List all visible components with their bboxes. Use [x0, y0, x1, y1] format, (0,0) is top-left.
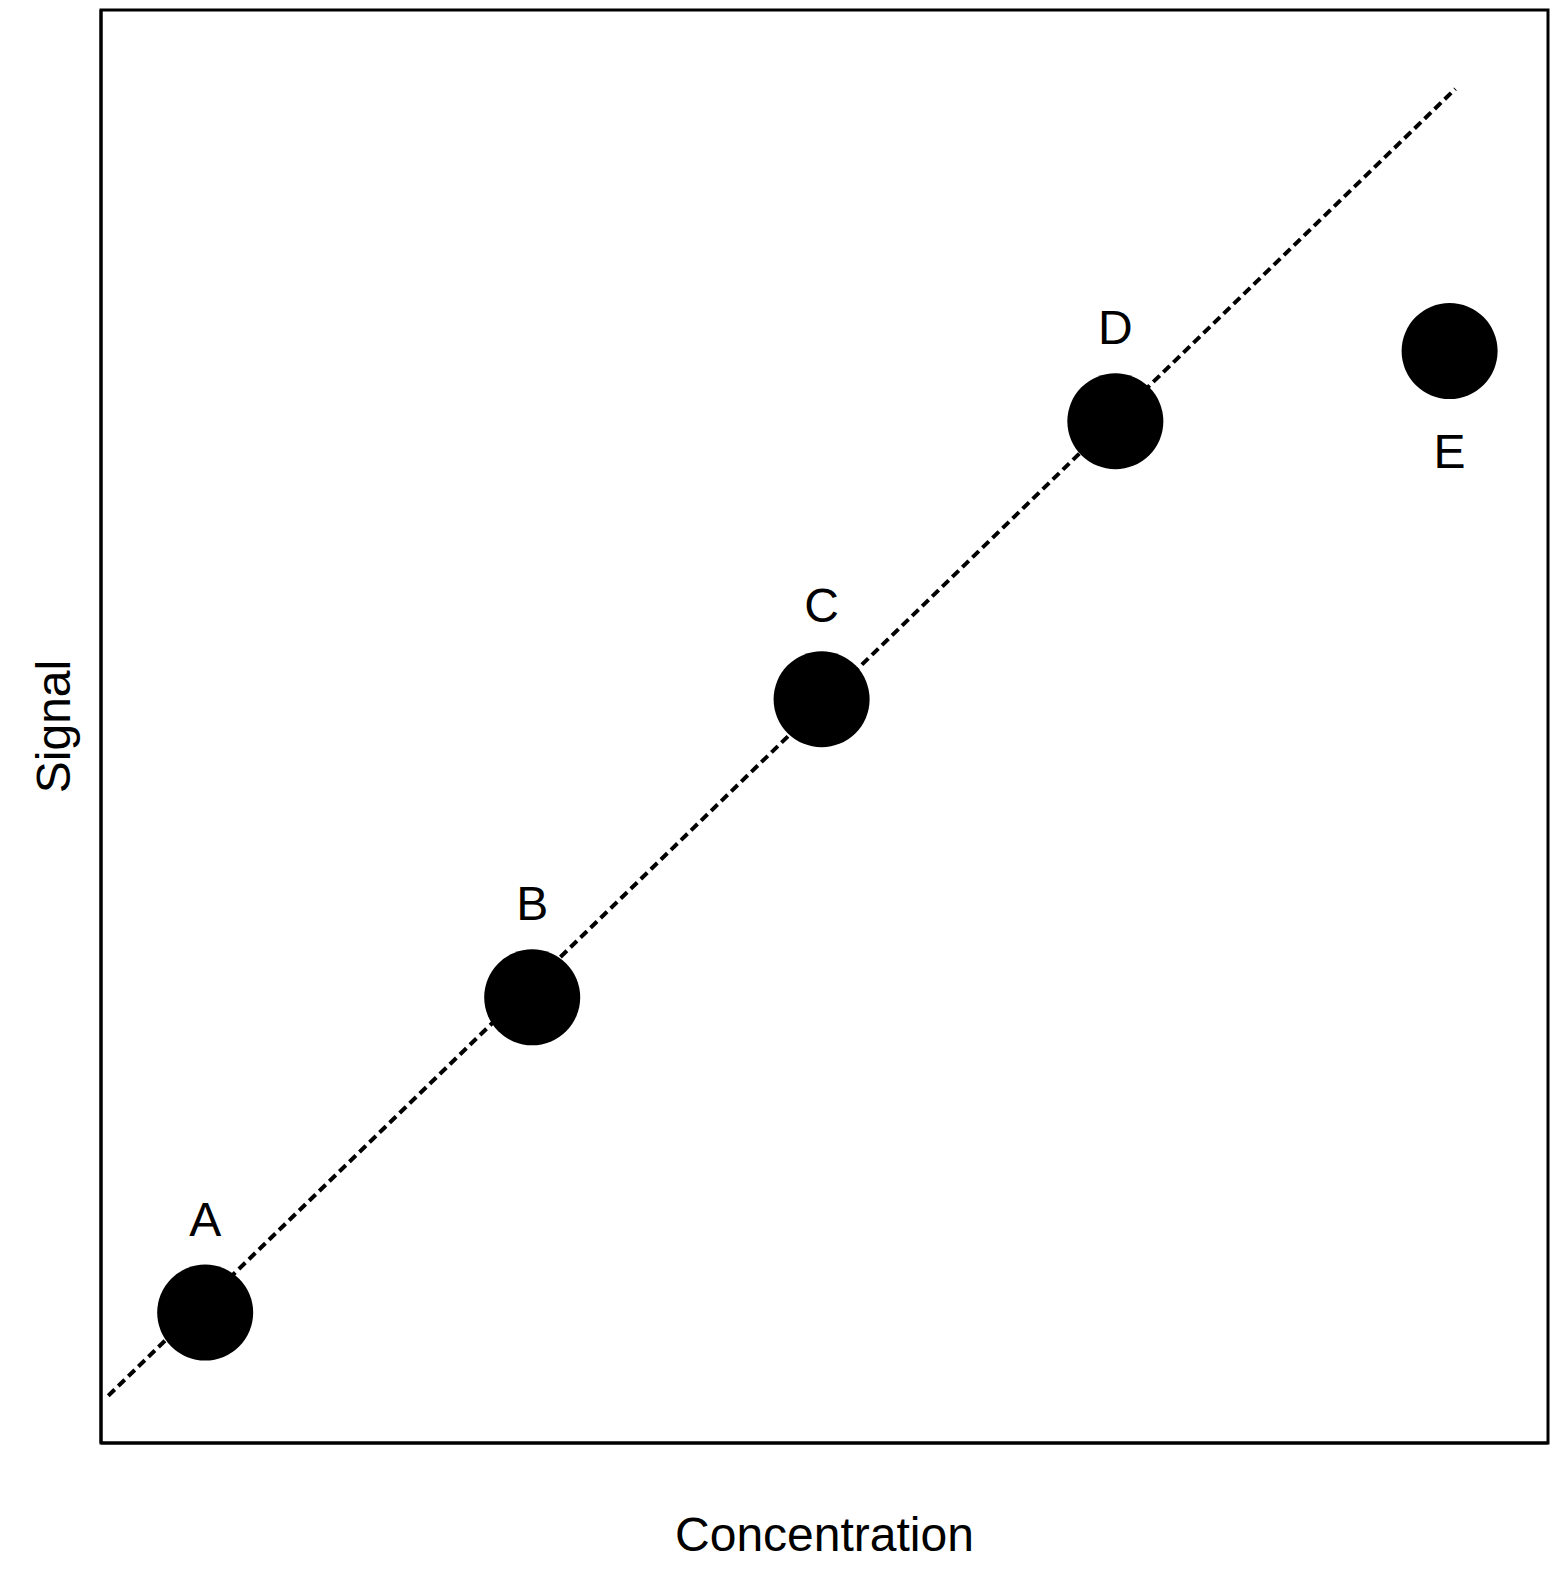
svg-text:Concentration: Concentration [675, 1508, 974, 1561]
svg-text:A: A [189, 1193, 221, 1246]
svg-text:Signal: Signal [27, 660, 80, 793]
svg-text:C: C [804, 579, 839, 632]
svg-text:E: E [1434, 425, 1466, 478]
svg-text:B: B [516, 877, 548, 930]
svg-text:D: D [1098, 301, 1133, 354]
